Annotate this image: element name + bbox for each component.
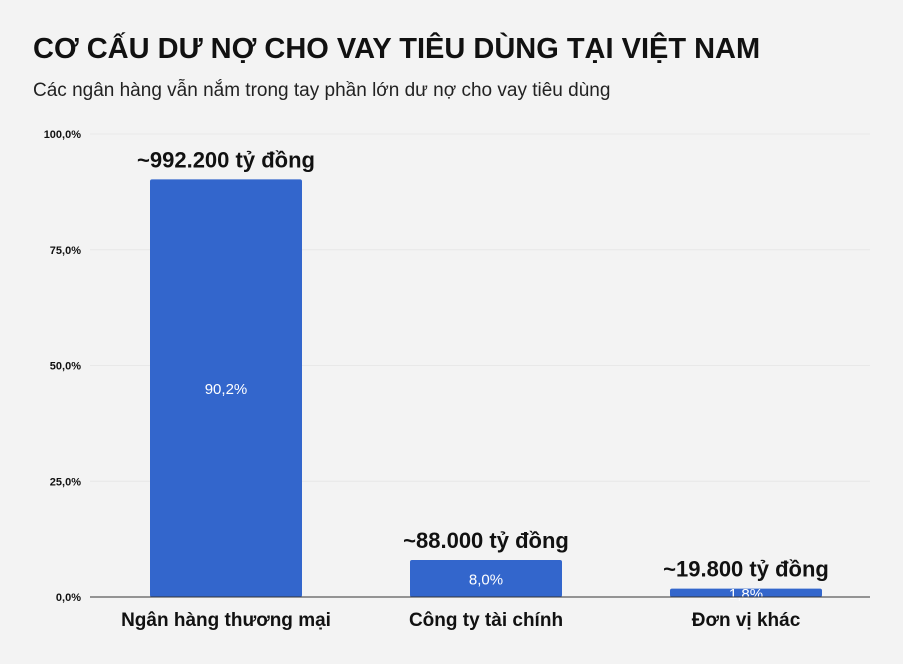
y-tick-label: 100,0% bbox=[44, 129, 82, 141]
bar-annotation: ~19.800 tỷ đồng bbox=[663, 557, 829, 582]
chart-title: CƠ CẤU DƯ NỢ CHO VAY TIÊU DÙNG TẠI VIỆT … bbox=[33, 33, 761, 65]
bar bbox=[410, 559, 562, 597]
y-tick-label: 75,0% bbox=[50, 245, 81, 257]
bar-annotation: ~88.000 tỷ đồng bbox=[403, 528, 569, 553]
x-tick-label: Công ty tài chính bbox=[409, 610, 563, 631]
y-tick-label: 25,0% bbox=[50, 476, 81, 488]
bar-value-label: 8,0% bbox=[469, 571, 503, 588]
bar-annotation: ~992.200 tỷ đồng bbox=[137, 147, 315, 172]
bar-value-label: 90,2% bbox=[205, 381, 248, 398]
bar bbox=[150, 179, 302, 597]
bar-value-label: 1,8% bbox=[729, 586, 763, 603]
bar bbox=[670, 588, 822, 597]
y-tick-label: 0,0% bbox=[56, 592, 81, 604]
chart-subtitle: Các ngân hàng vẫn nắm trong tay phần lớn… bbox=[33, 80, 611, 101]
y-tick-label: 50,0% bbox=[50, 361, 81, 373]
x-tick-label: Đơn vị khác bbox=[692, 610, 801, 631]
x-tick-label: Ngân hàng thương mại bbox=[121, 610, 331, 631]
